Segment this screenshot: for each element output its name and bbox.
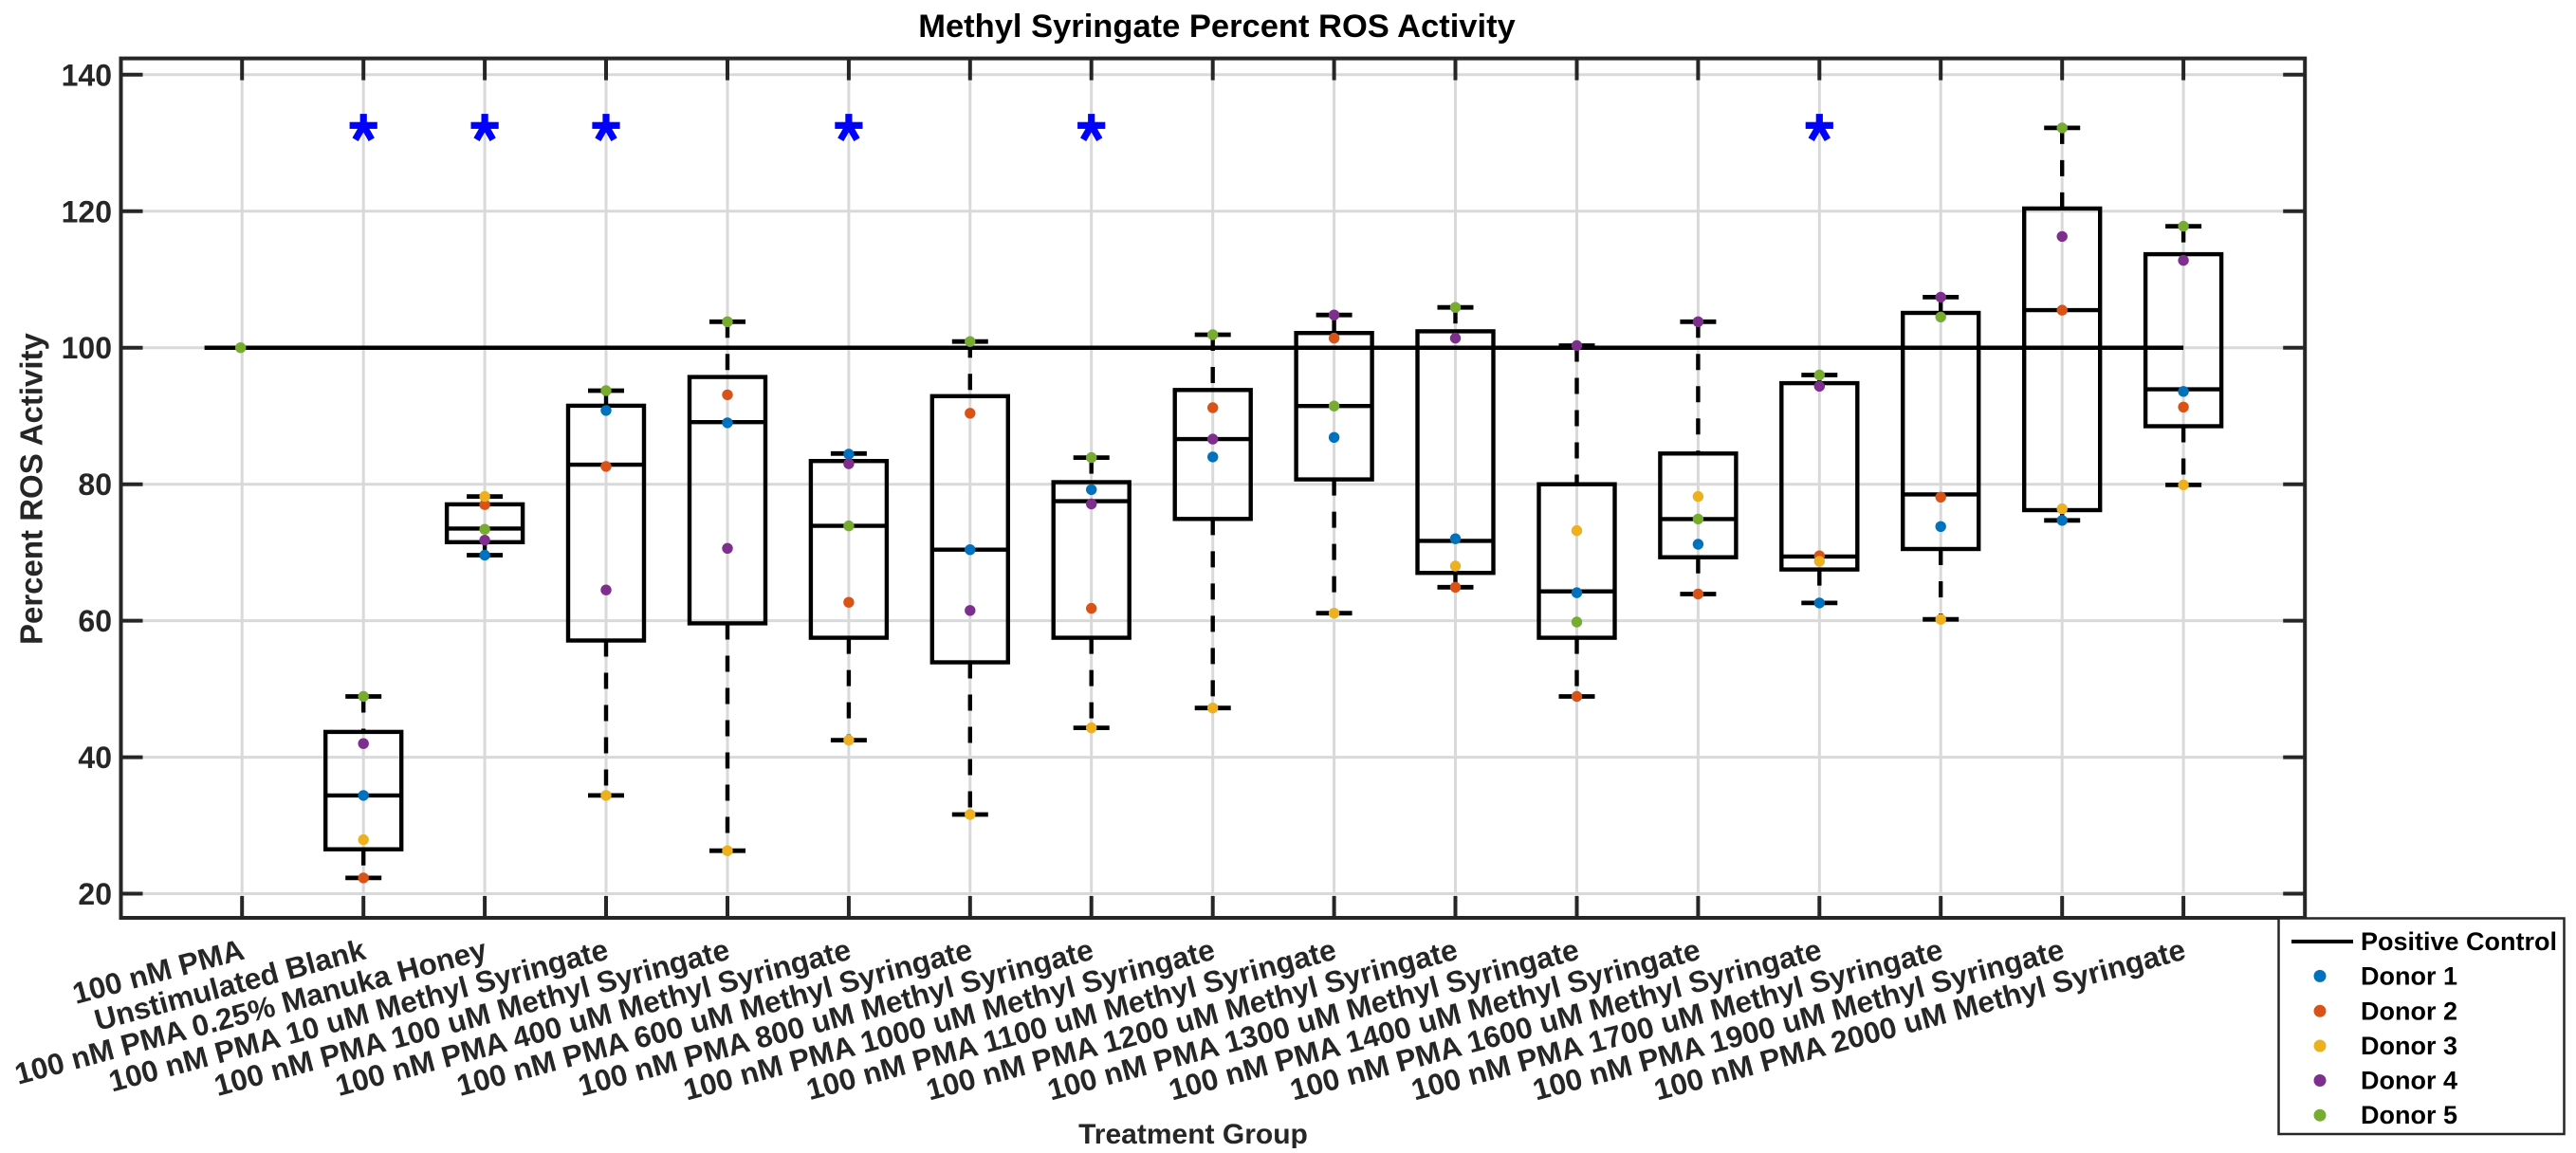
svg-text:Donor 2: Donor 2 bbox=[2361, 997, 2457, 1025]
svg-text:Treatment Group: Treatment Group bbox=[1078, 1119, 1308, 1148]
svg-text:Donor 4: Donor 4 bbox=[2361, 1067, 2457, 1095]
svg-text:140: 140 bbox=[62, 58, 112, 92]
svg-text:Methyl Syringate Percent ROS A: Methyl Syringate Percent ROS Activity bbox=[918, 9, 1516, 45]
svg-text:Donor 3: Donor 3 bbox=[2361, 1032, 2457, 1060]
svg-text:100: 100 bbox=[62, 331, 112, 365]
svg-text:60: 60 bbox=[78, 604, 112, 638]
svg-text:20: 20 bbox=[78, 877, 112, 911]
svg-text:Percent ROS Activity: Percent ROS Activity bbox=[14, 333, 49, 646]
svg-text:Positive Control: Positive Control bbox=[2361, 927, 2557, 956]
svg-text:80: 80 bbox=[78, 467, 112, 502]
svg-text:40: 40 bbox=[78, 741, 112, 775]
svg-text:120: 120 bbox=[62, 194, 112, 229]
svg-text:Donor 5: Donor 5 bbox=[2361, 1101, 2457, 1129]
svg-text:Donor 1: Donor 1 bbox=[2361, 961, 2457, 990]
